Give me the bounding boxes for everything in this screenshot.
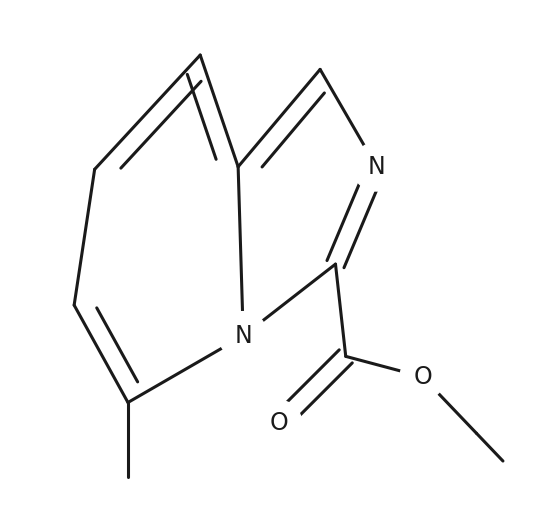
Circle shape	[219, 312, 267, 360]
Circle shape	[352, 142, 401, 191]
Circle shape	[256, 400, 301, 445]
Circle shape	[400, 354, 445, 399]
Text: N: N	[368, 155, 385, 179]
Text: O: O	[270, 411, 288, 435]
Text: N: N	[235, 324, 252, 348]
Text: O: O	[413, 365, 432, 389]
